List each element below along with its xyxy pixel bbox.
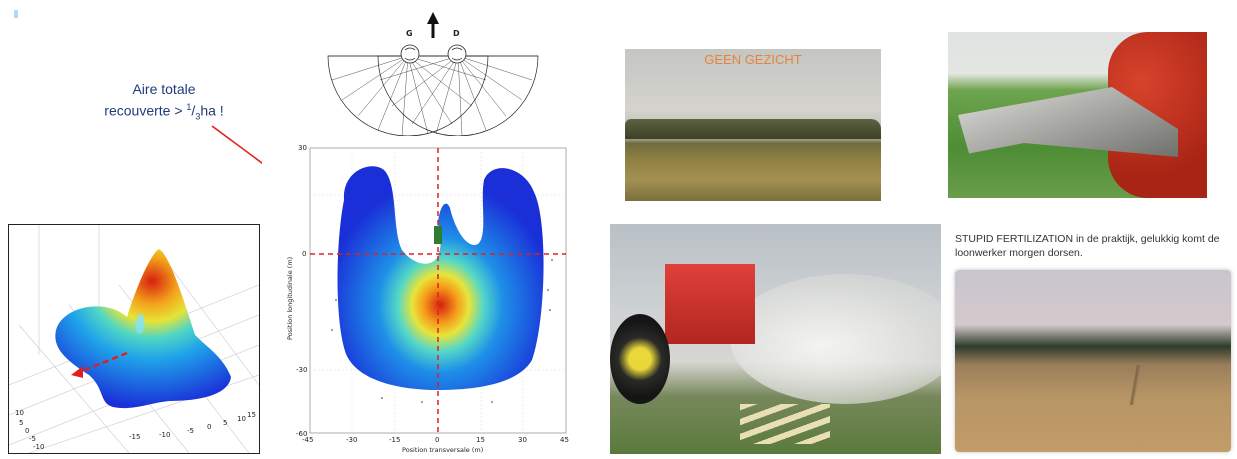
heatmap-xtick: 15 — [476, 436, 485, 444]
surface-xtick: -15 — [129, 433, 140, 441]
direction-arrow-icon — [427, 12, 439, 24]
heatmap-ytick: -60 — [296, 430, 307, 438]
heatmap-xtick: 30 — [518, 436, 527, 444]
spread-heatmap-panel: 30 0 -30 -60 -45 -30 -15 0 15 30 45 Posi… — [262, 140, 584, 454]
surface-xtick: 0 — [207, 423, 211, 431]
heatmap-ytick: -30 — [296, 366, 307, 374]
heatmap-xtick: -30 — [346, 436, 357, 444]
photo-tractor-spreading — [610, 224, 941, 454]
dust-cloud — [730, 274, 941, 404]
heatmap-ytick: 30 — [298, 144, 307, 152]
photo-field: GEEN GEZICHT — [625, 49, 881, 201]
surface-xtick: 10 — [237, 415, 246, 423]
spreader-disc-diagram: G D — [327, 12, 539, 136]
surface-xtick: -5 — [187, 427, 194, 435]
heatmap-xtick: -15 — [389, 436, 400, 444]
coverage-annotation: Aire totale recouverte > 1/3ha ! — [104, 80, 224, 125]
heatmap-xlabel: Position transversale (m) — [402, 446, 483, 454]
surface-ytick: -5 — [29, 435, 36, 443]
annotation-line2: recouverte > 1/3ha ! — [104, 102, 224, 122]
heatmap-ylabel: Position longitudinale (m) — [286, 257, 294, 340]
right-fan — [377, 55, 539, 136]
annotation-line1: Aire totale — [132, 81, 196, 97]
surface-ytick: 5 — [19, 419, 23, 427]
disc-right-label: D — [453, 29, 460, 38]
surface-ytick: 0 — [25, 427, 29, 435]
direction-dash-arrow — [76, 351, 128, 375]
photo-overlay-text: GEEN GEZICHT — [704, 52, 802, 67]
disc-left-label: G — [406, 29, 413, 38]
surface-ytick: -10 — [33, 443, 44, 451]
heatmap-xtick: 0 — [435, 436, 439, 444]
heatmap-xtick: 45 — [560, 436, 569, 444]
tree-line — [625, 119, 881, 139]
surface-ytick: 10 — [15, 409, 24, 417]
fertilization-caption: STUPID FERTILIZATION in de praktijk, gel… — [955, 233, 1220, 259]
tractor-tracks — [1123, 365, 1149, 405]
heatmap-ytick: 0 — [302, 250, 306, 258]
photo-wheat-field — [955, 270, 1231, 452]
surface-xtick: -10 — [159, 431, 170, 439]
heatmap-xtick: -45 — [302, 436, 313, 444]
surface-plot-panel: 10 5 0 -5 -10 -15 -10 -5 0 5 10 15 — [8, 224, 260, 454]
surface-plot-svg: 10 5 0 -5 -10 -15 -10 -5 0 5 10 15 — [9, 225, 259, 453]
tramline-marks — [740, 404, 830, 444]
tractor-icon — [434, 226, 442, 244]
surface-xtick: 15 — [247, 411, 256, 419]
spread-pattern — [337, 166, 544, 390]
spread-heatmap-svg: 30 0 -30 -60 -45 -30 -15 0 15 30 45 Posi… — [286, 144, 569, 454]
tractor-wheel — [610, 314, 670, 404]
corner-mark — [14, 10, 18, 18]
red-spreader — [665, 264, 755, 344]
surface-xtick: 5 — [223, 419, 227, 427]
photo-spreader-vane — [948, 32, 1207, 198]
